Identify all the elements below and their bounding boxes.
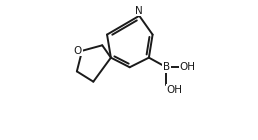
Text: OH: OH (166, 85, 182, 95)
Text: O: O (74, 46, 82, 56)
Text: B: B (163, 62, 170, 72)
Text: OH: OH (180, 62, 196, 72)
Text: N: N (135, 6, 143, 16)
